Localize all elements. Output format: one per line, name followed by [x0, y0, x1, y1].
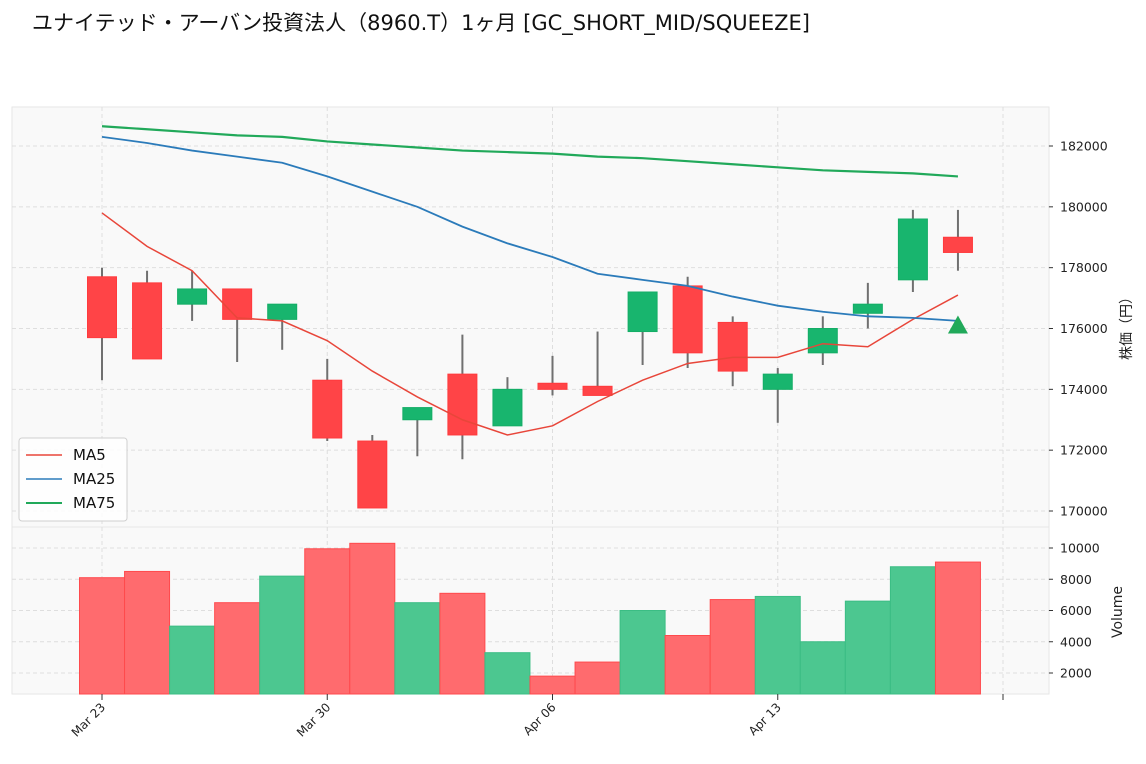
candle-up — [762, 373, 793, 390]
volume-bar — [529, 675, 576, 695]
volume-tick-label: 6000 — [1060, 603, 1092, 618]
candle-up — [267, 303, 298, 320]
candle-up — [807, 328, 838, 354]
line-ma25 — [101, 135, 959, 322]
volume-bar — [484, 652, 531, 695]
volume-axis-label: Volume — [1110, 586, 1126, 638]
volume-bar — [799, 641, 846, 695]
candle-up — [492, 388, 523, 427]
line-ma75 — [101, 125, 959, 178]
price-tick-label: 170000 — [1060, 504, 1108, 519]
candle-up — [402, 407, 433, 421]
candle-down — [582, 385, 613, 396]
volume-bar — [844, 600, 891, 695]
candle-up — [627, 291, 658, 333]
volume-bar — [619, 610, 666, 695]
line-ma5 — [101, 212, 959, 436]
volume-bar — [664, 635, 711, 695]
candle-down — [357, 440, 388, 509]
price-tick-label: 182000 — [1060, 139, 1108, 154]
price-tick-label: 176000 — [1060, 321, 1108, 336]
volume-bar — [214, 602, 261, 695]
volume-bar — [754, 595, 801, 695]
volume-bar — [574, 661, 621, 695]
candle-down — [312, 379, 343, 439]
volume-tick-label: 10000 — [1060, 541, 1100, 556]
chart-title: ユナイテッド・アーバン投資法人（8960.T）1ヶ月 [GC_SHORT_MID… — [32, 11, 810, 36]
candle-down — [222, 288, 253, 320]
volume-bar — [304, 548, 351, 695]
volume-tick-label: 2000 — [1060, 666, 1092, 681]
volume-bar — [934, 561, 981, 695]
candle-down — [447, 373, 478, 436]
candle-up — [177, 288, 208, 305]
price-tick-label: 174000 — [1060, 382, 1108, 397]
candle-down — [672, 285, 703, 354]
candle-up — [852, 303, 883, 314]
volume-bar — [169, 625, 216, 695]
volume-bar — [79, 577, 125, 695]
volume-bar — [259, 575, 306, 695]
volume-tick-label: 4000 — [1060, 634, 1092, 649]
volume-tick-label: 8000 — [1060, 572, 1092, 587]
candle-down — [87, 276, 117, 339]
candle-up — [897, 218, 928, 281]
volume-bar — [889, 566, 936, 695]
volume-bar — [124, 570, 171, 695]
price-tick-label: 180000 — [1060, 199, 1108, 214]
legend-label-ma25: MA25 — [73, 470, 115, 488]
date-tick-label: Mar 30 — [294, 700, 333, 739]
volume-bar — [439, 592, 486, 695]
legend: MA5 MA25 MA75 — [18, 437, 128, 522]
price-tick-label: 178000 — [1060, 260, 1108, 275]
volume-bar — [394, 602, 441, 695]
date-tick-label: Apr 06 — [521, 700, 559, 738]
candle-down — [942, 236, 973, 253]
legend-label-ma75: MA75 — [73, 494, 115, 512]
volume-bar — [349, 542, 396, 695]
date-tick-label: Mar 23 — [69, 700, 108, 739]
price-axis-label: 株価（円） — [1119, 290, 1135, 360]
legend-label-ma5: MA5 — [73, 446, 106, 464]
candle-down — [132, 282, 163, 360]
price-tick-label: 172000 — [1060, 443, 1108, 458]
candle-down — [537, 382, 568, 390]
candle-down — [717, 321, 748, 372]
buy-signal-triangle-icon — [947, 315, 968, 334]
volume-bar — [709, 599, 756, 695]
date-tick-label: Apr 13 — [746, 700, 784, 738]
